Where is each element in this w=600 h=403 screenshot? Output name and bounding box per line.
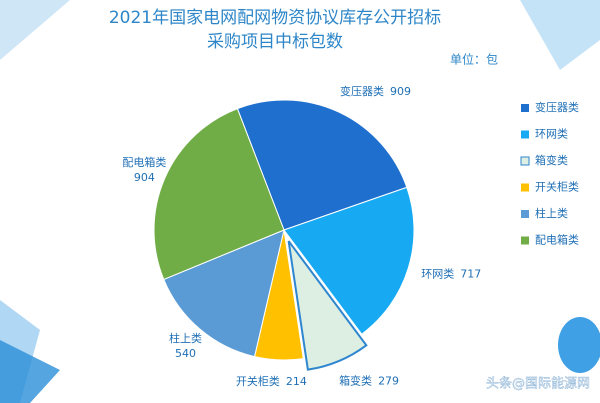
legend-label: 开关柜类 bbox=[535, 180, 579, 194]
data-label-name: 变压器类 bbox=[340, 84, 384, 98]
legend-label: 柱上类 bbox=[535, 206, 568, 220]
pie bbox=[153, 99, 415, 371]
data-label-value: 540 bbox=[175, 347, 196, 360]
pie-slice bbox=[163, 229, 285, 358]
data-label-name: 柱上类 bbox=[169, 331, 202, 345]
legend-swatch bbox=[521, 104, 529, 112]
legend-label: 环网类 bbox=[535, 127, 568, 141]
chart-title: 2021年国家电网配网物资协议库存公开招标 bbox=[109, 8, 441, 28]
data-label-name: 箱变类 bbox=[339, 373, 372, 387]
legend-swatch bbox=[521, 236, 529, 245]
legend-swatch bbox=[521, 183, 529, 192]
data-label-value: 214 bbox=[286, 375, 307, 388]
legend-swatch bbox=[521, 130, 529, 139]
pie-slice bbox=[283, 186, 415, 335]
legend-label: 箱变类 bbox=[535, 153, 568, 167]
pie-slice bbox=[287, 240, 368, 371]
pie-slice bbox=[153, 107, 285, 281]
data-label-name: 开关柜类 bbox=[236, 374, 280, 388]
watermark: 头条@国际能源网 bbox=[486, 376, 590, 392]
decoration bbox=[0, 340, 60, 403]
data-label-name: 配电箱类 bbox=[122, 155, 166, 169]
data-label-value: 717 bbox=[460, 268, 481, 281]
legend-label: 配电箱类 bbox=[535, 233, 579, 247]
pie-slice bbox=[236, 99, 408, 231]
data-label-value: 904 bbox=[134, 171, 155, 184]
unit-label: 单位：包 bbox=[450, 52, 498, 67]
decoration bbox=[520, 0, 600, 70]
legend-label: 变压器类 bbox=[535, 100, 579, 114]
legend-swatch bbox=[520, 156, 530, 166]
decoration bbox=[558, 317, 600, 373]
chart-subtitle: 采购项目中标包数 bbox=[207, 32, 343, 52]
data-label-value: 279 bbox=[378, 374, 399, 387]
legend-swatch bbox=[521, 210, 529, 218]
data-label-value: 909 bbox=[390, 85, 411, 98]
data-label-name: 环网类 bbox=[421, 267, 454, 281]
decoration bbox=[0, 0, 70, 60]
